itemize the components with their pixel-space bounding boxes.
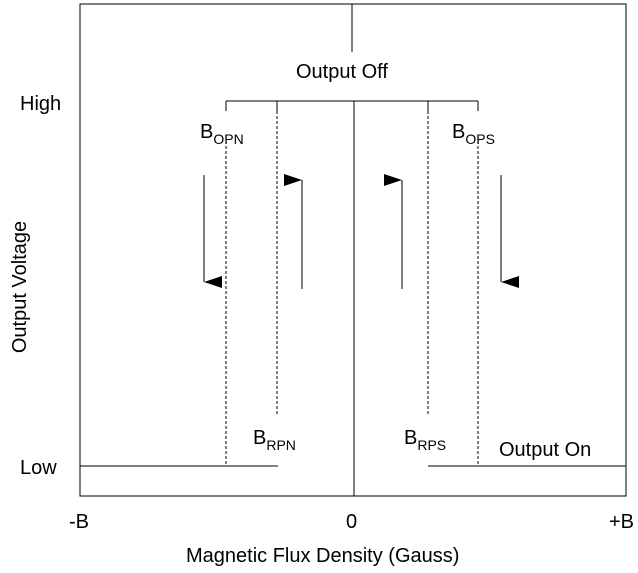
b-ops-label: BOPS — [452, 121, 495, 146]
y-tick-low: Low — [20, 457, 57, 479]
b-rps-sub: RPS — [417, 437, 447, 453]
b-opn-label: BOPN — [200, 121, 244, 146]
y-tick-high: High — [20, 93, 62, 115]
b-rps-label: BRPS — [404, 427, 446, 452]
x-tick-zero: 0 — [346, 511, 358, 533]
output-off-label: Output Off — [296, 61, 388, 83]
b-rpn-sub: RPN — [266, 437, 296, 453]
x-tick-neg-b: -B — [69, 511, 89, 533]
x-axis-label: Magnetic Flux Density (Gauss) — [186, 545, 460, 567]
y-axis-label: Output Voltage — [9, 220, 31, 354]
b-ops-main: B — [452, 121, 466, 143]
x-tick-pos-b: +B — [609, 511, 635, 533]
b-opn-sub: OPN — [213, 131, 244, 147]
b-rpn-main: B — [253, 427, 267, 449]
output-on-label: Output On — [499, 439, 592, 461]
plot-frame — [79, 3, 627, 497]
b-rps-main: B — [404, 427, 418, 449]
b-ops-sub: OPS — [465, 131, 495, 147]
b-rpn-label: BRPN — [253, 427, 296, 452]
b-opn-main: B — [200, 121, 214, 143]
